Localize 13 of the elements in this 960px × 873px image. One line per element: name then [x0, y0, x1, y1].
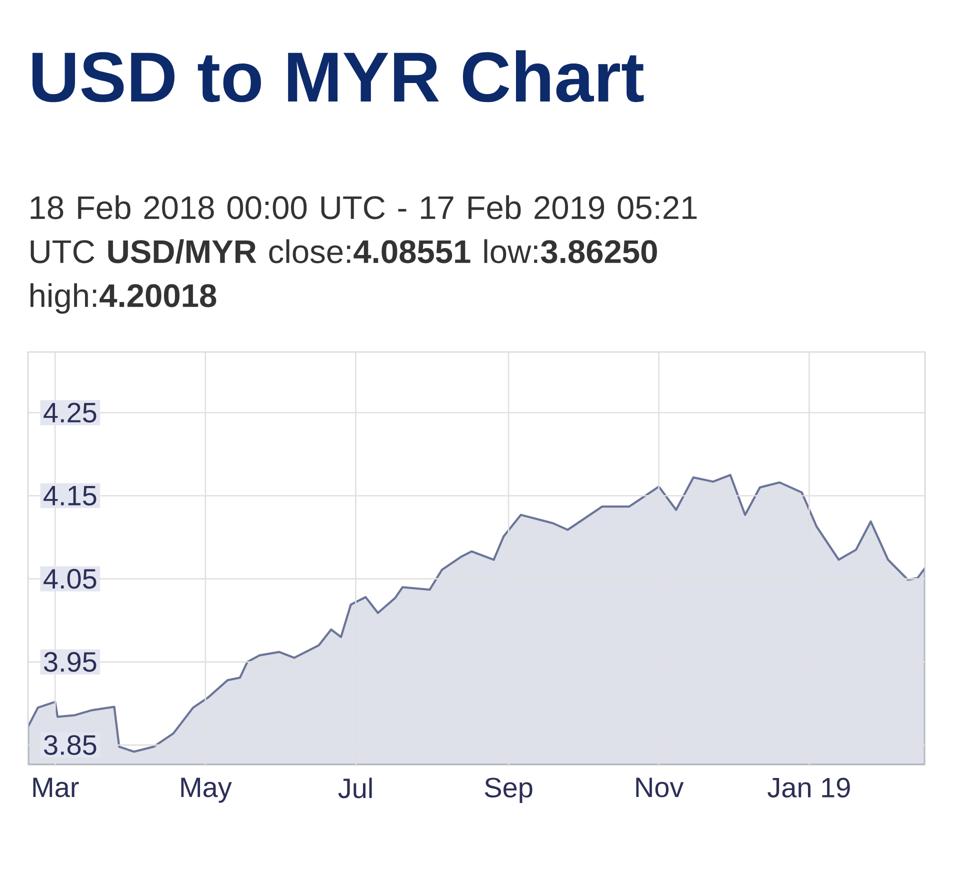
y-tick-label: 3.95 [44, 652, 96, 672]
y-tick-label: 4.25 [44, 402, 96, 423]
x-tick-label: Mar [33, 778, 79, 798]
x-tick-label: Sep [484, 778, 532, 804]
y-tick-label: 4.05 [44, 568, 96, 589]
chart-title: USD to MYR Chart [32, 50, 644, 102]
y-tick-label: 4.15 [44, 486, 96, 506]
x-tick-label: Nov [636, 778, 684, 798]
text: 18 Feb 2018 00:00 UTC - 17 Feb 2019 05:21 UTC USD/MYR close:4.08551 low:3.86250 high:4.20018 [30, 195, 697, 314]
y-tick-label: 3.85 [44, 735, 96, 755]
x-tick-label: Jan 19 [768, 778, 850, 798]
x-tick-label: May [181, 778, 232, 803]
x-tick-label: Jul [338, 778, 372, 798]
